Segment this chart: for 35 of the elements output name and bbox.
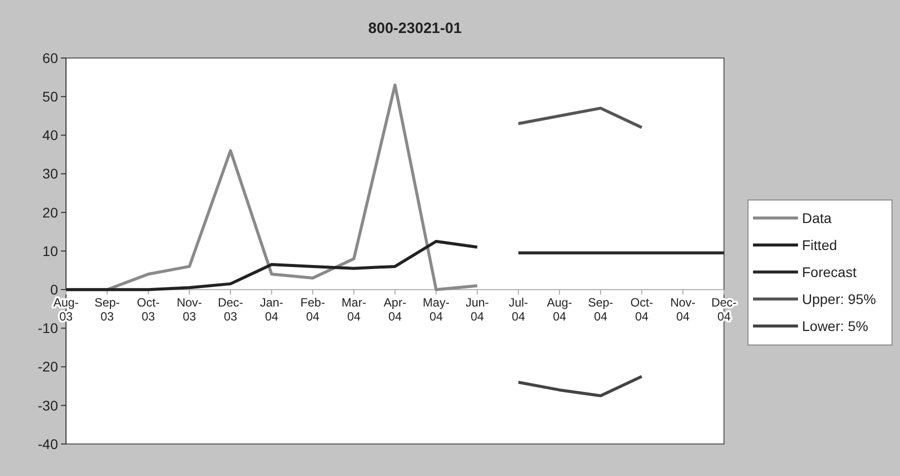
x-tick-label: Nov-04 [670,296,696,324]
x-tick-label: Apr-04 [384,296,406,324]
x-tick-label: Mar-04 [342,296,366,324]
y-tick-label: 30 [42,166,58,182]
y-tick-label: 0 [50,282,58,298]
y-tick-label: 60 [42,50,58,66]
legend-label: Upper: 95% [802,290,876,307]
x-tick-label: May-04 [422,296,450,324]
chart-title: 800-23021-01 [368,20,462,37]
line-series [64,240,479,292]
x-tick-label: Oct-03 [136,296,160,324]
x-tick-label: Nov-03 [176,296,202,324]
x-tick-label: Feb-04 [300,296,326,324]
y-tick-label: -40 [38,436,58,452]
x-tick-label: Jun-04 [466,296,489,324]
x-tick-label: Sep-04 [588,296,614,324]
line-series [516,374,644,398]
y-tick-label: -10 [38,320,58,336]
y-tick-label: 20 [42,204,58,220]
x-tick-label: Aug-04 [546,296,572,324]
x-tick-label: Sep-03 [94,296,120,324]
x-tick-label: Jan-04 [260,296,284,324]
y-tick-label: 50 [42,88,58,104]
y-tick-label: 10 [42,242,58,259]
legend-label: Forecast [802,264,857,280]
x-tick-label: Oct-04 [630,296,654,324]
x-tick-label: Jul-04 [508,296,528,324]
legend-label: Lower: 5% [802,318,868,334]
y-tick-label: 40 [42,127,58,144]
legend-label: Fitted [802,236,838,253]
y-tick-label: -20 [38,358,58,375]
x-tick-label: Dec-03 [218,296,244,324]
legend-label: Data [802,210,832,226]
y-tick-label: -30 [38,397,58,414]
line-series [516,106,644,129]
